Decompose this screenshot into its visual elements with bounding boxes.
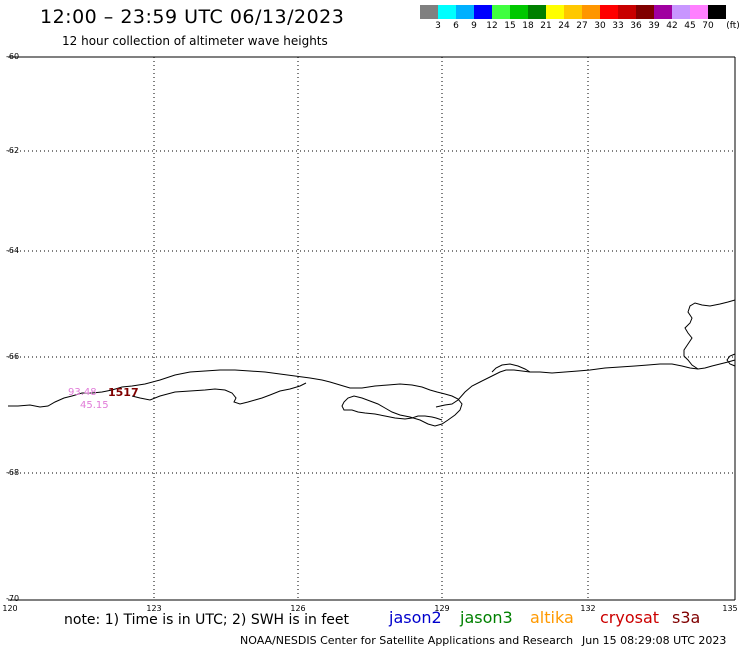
legend-label: 9 <box>471 21 477 31</box>
legend-labels: 3 6 9 12 15 18 21 24 27 30 33 36 39 42 45 70 (ft) <box>420 21 740 35</box>
legend-swatch <box>618 5 636 19</box>
legend-swatch <box>672 5 690 19</box>
satellite-s3a: s3a <box>672 608 701 627</box>
lat-label-60: -60 <box>6 52 20 61</box>
legend-label: 27 <box>576 21 588 31</box>
wave-height-legend: 3 6 9 12 15 18 21 24 27 30 33 36 39 42 45 70 (ft) <box>420 5 740 35</box>
lat-label-70: -70 <box>6 594 20 603</box>
legend-swatch <box>510 5 528 19</box>
coastline-northeast <box>683 299 736 370</box>
legend-color-bar <box>420 5 726 19</box>
legend-label: 30 <box>594 21 606 31</box>
lon-label-135: 135 <box>722 604 738 613</box>
legend-label: 36 <box>630 21 642 31</box>
lon-label-123: 123 <box>146 604 162 613</box>
map-title: 12:00 – 23:59 UTC 06/13/2023 <box>40 6 345 28</box>
legend-swatch <box>438 5 456 19</box>
legend-label: 12 <box>486 21 498 31</box>
coastline-east <box>435 359 736 408</box>
legend-swatch <box>420 5 438 19</box>
plot-frame <box>8 56 736 601</box>
lon-label-129: 129 <box>434 604 450 613</box>
satellite-jason3: jason3 <box>460 608 513 627</box>
legend-swatch <box>456 5 474 19</box>
lat-label-68: -68 <box>6 468 20 477</box>
legend-label: 15 <box>504 21 516 31</box>
legend-label: 70 <box>702 21 714 31</box>
credit-line: NOAA/NESDIS Center for Satellite Applica… <box>240 634 574 647</box>
coastline-bay <box>131 382 307 405</box>
legend-label: 21 <box>540 21 552 31</box>
legend-label: 45 <box>684 21 696 31</box>
legend-swatch <box>474 5 492 19</box>
legend-swatch <box>564 5 582 19</box>
graticule <box>8 57 735 600</box>
legend-swatch <box>546 5 564 19</box>
coastline-islet <box>726 353 736 367</box>
legend-swatch <box>528 5 546 19</box>
legend-label: 39 <box>648 21 660 31</box>
legend-label: 3 <box>435 21 441 31</box>
lat-label-66: -66 <box>6 352 20 361</box>
satellite-cryosat: cryosat <box>600 608 660 627</box>
legend-swatch <box>654 5 672 19</box>
legend-label: 18 <box>522 21 534 31</box>
coastline <box>8 299 736 427</box>
coastline-inlet <box>491 363 531 373</box>
legend-swatch <box>636 5 654 19</box>
legend-swatch <box>708 5 726 19</box>
lon-label-126: 126 <box>290 604 306 613</box>
lat-label-62: -62 <box>6 146 20 155</box>
legend-swatch <box>690 5 708 19</box>
wave-height-value: 93.48 <box>68 387 97 398</box>
legend-swatch <box>492 5 510 19</box>
lon-label-120: 120 <box>2 604 18 613</box>
map-subtitle: 12 hour collection of altimeter wave hei… <box>62 34 328 48</box>
legend-swatch <box>582 5 600 19</box>
coastline-main <box>8 369 463 427</box>
wave-height-value: 45.15 <box>80 400 109 411</box>
lon-label-132: 132 <box>580 604 596 613</box>
lat-label-64: -64 <box>6 246 20 255</box>
legend-label: 33 <box>612 21 624 31</box>
legend-unit: (ft) <box>726 21 740 31</box>
legend-label: 42 <box>666 21 678 31</box>
legend-label: 6 <box>453 21 459 31</box>
footnote: note: 1) Time is in UTC; 2) SWH is in fe… <box>64 612 350 628</box>
generated-timestamp: Jun 15 08:29:08 UTC 2023 <box>582 634 727 647</box>
satellite-pass-time: 1517 <box>108 386 139 399</box>
legend-label: 24 <box>558 21 570 31</box>
legend-swatch <box>600 5 618 19</box>
satellite-jason2: jason2 <box>389 608 442 627</box>
satellite-altika: altika <box>530 608 574 627</box>
